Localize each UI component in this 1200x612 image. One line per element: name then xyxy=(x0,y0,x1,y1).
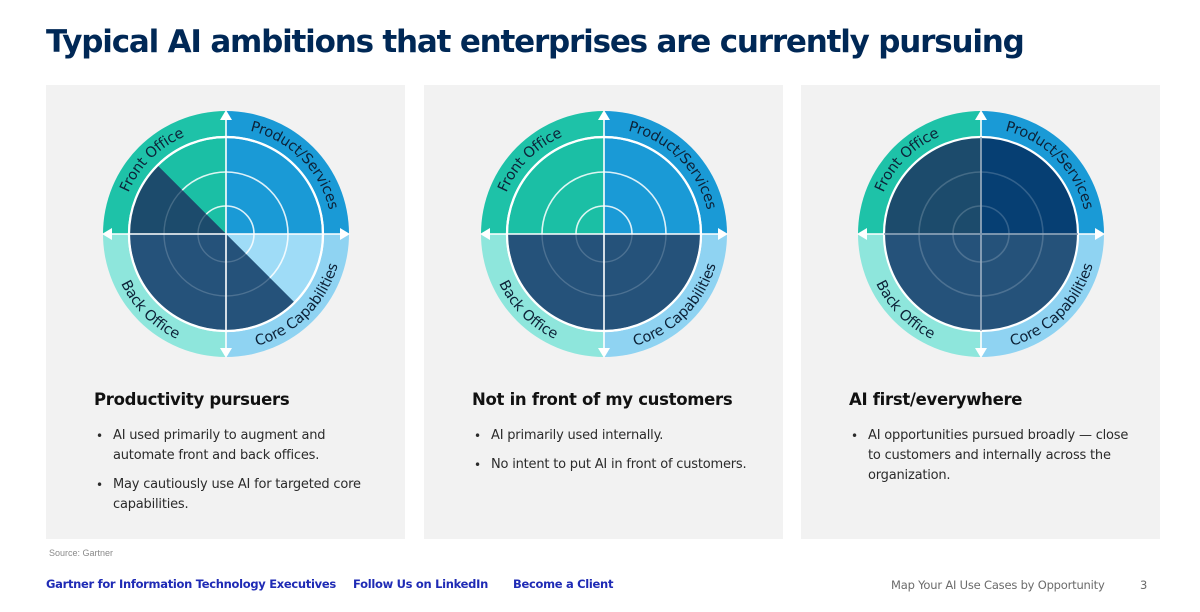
panel-title: AI first/everywhere xyxy=(849,390,1023,409)
panel-title: Productivity pursuers xyxy=(94,390,290,409)
bullet-item: AI used primarily to augment and automat… xyxy=(94,426,384,466)
inner-quadrant-core-capabilities xyxy=(981,234,1078,331)
arrow-up-icon xyxy=(598,110,610,120)
arrow-down-icon xyxy=(975,348,987,358)
bullet-item: No intent to put AI in front of customer… xyxy=(472,455,762,475)
bullet-item: May cautiously use AI for targeted core … xyxy=(94,475,384,515)
arrow-left-icon xyxy=(480,228,490,240)
arrow-right-icon xyxy=(718,228,728,240)
inner-quadrant-product-services xyxy=(981,137,1078,234)
inner-quadrant-product-services xyxy=(604,137,701,234)
panel-not-in-front-of-customers: Front Office Product/Services Back Office C… xyxy=(424,85,783,539)
panel-ai-first-everywhere: Front Office Product/Services Back Office C… xyxy=(801,85,1160,539)
arrow-left-icon xyxy=(102,228,112,240)
panel-title: Not in front of my customers xyxy=(472,390,733,409)
bullet-list: AI opportunities pursued broadly — close… xyxy=(849,426,1139,495)
document-title: Map Your AI Use Cases by Opportunity xyxy=(891,578,1105,592)
panel-productivity-pursuers: Front Office Product/Services Back Office C… xyxy=(46,85,405,539)
inner-quadrant-product-services xyxy=(226,137,323,234)
arrow-up-icon xyxy=(220,110,232,120)
bullet-list: AI primarily used internally. No intent t… xyxy=(472,426,762,484)
bullet-list: AI used primarily to augment and automat… xyxy=(94,426,384,524)
inner-quadrant-front-office xyxy=(884,137,981,234)
inner-quadrant-back-office xyxy=(884,234,981,331)
source-note: Source: Gartner xyxy=(49,548,114,558)
arrow-right-icon xyxy=(340,228,350,240)
page-number: 3 xyxy=(1140,578,1148,592)
bullet-item: AI opportunities pursued broadly — close… xyxy=(849,426,1139,486)
arrow-right-icon xyxy=(1095,228,1105,240)
arrow-up-icon xyxy=(975,110,987,120)
footer-link-gartner-it-executives[interactable]: Gartner for Information Technology Execu… xyxy=(46,577,336,591)
footer-link-become-client[interactable]: Become a Client xyxy=(513,577,614,591)
bullet-item: AI primarily used internally. xyxy=(472,426,762,446)
arrow-down-icon xyxy=(598,348,610,358)
arrow-left-icon xyxy=(857,228,867,240)
inner-quadrant-front-office xyxy=(507,137,604,234)
arrow-down-icon xyxy=(220,348,232,358)
footer-link-linkedin[interactable]: Follow Us on LinkedIn xyxy=(353,577,488,591)
page-title: Typical AI ambitions that enterprises ar… xyxy=(46,24,1025,60)
